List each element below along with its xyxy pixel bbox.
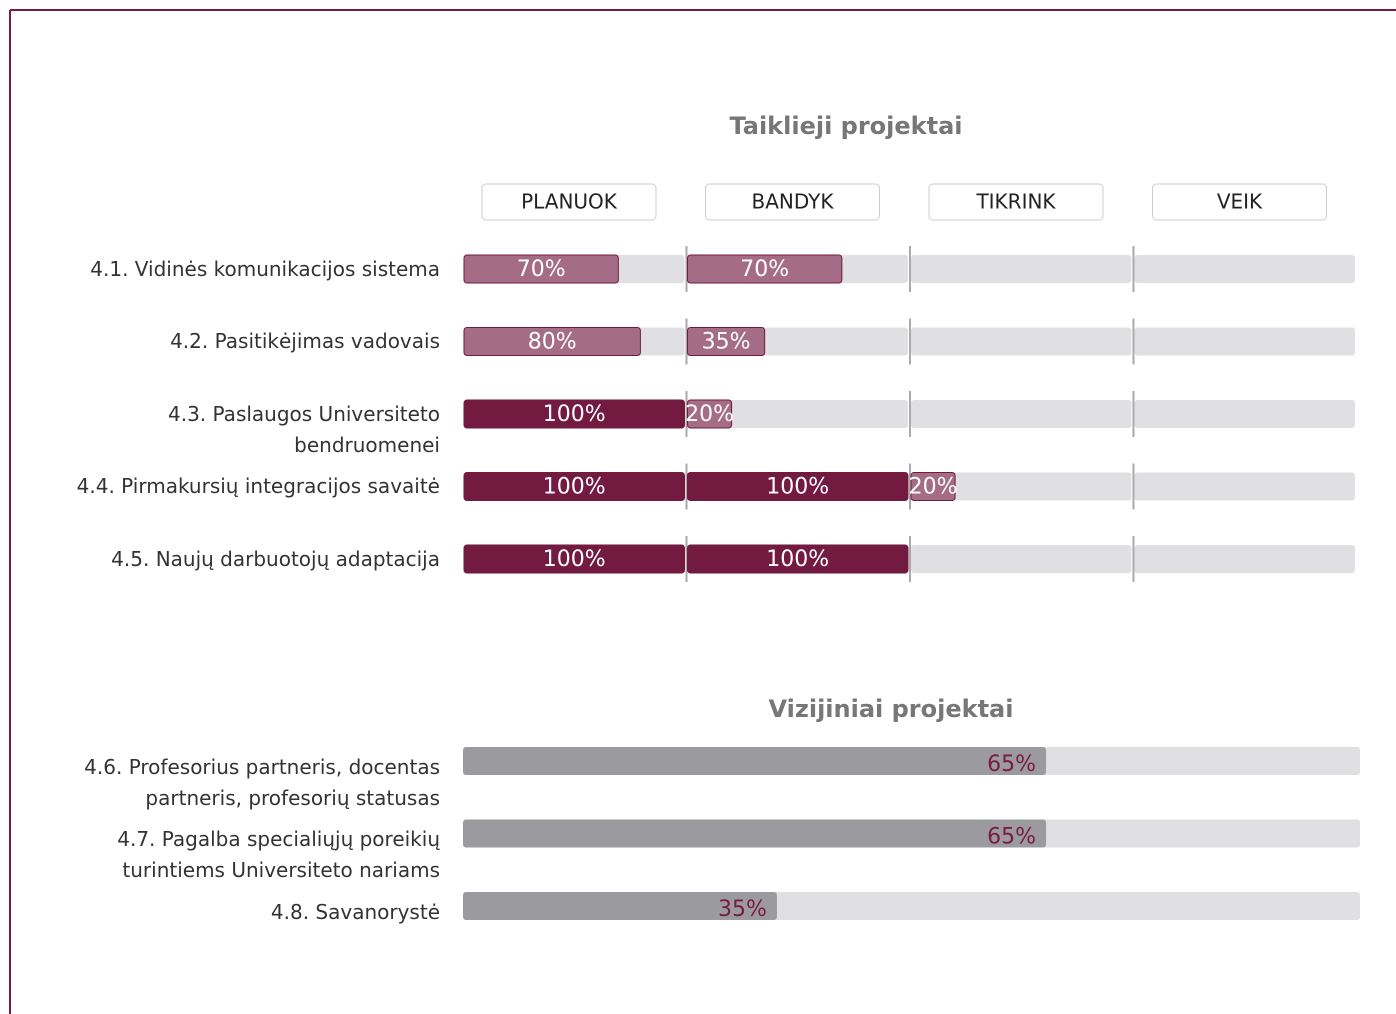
stage-button <box>928 183 1104 221</box>
value-label: 20% <box>909 475 958 500</box>
track <box>1134 327 1355 356</box>
row-label: 4.4. Pirmakursių integracijos savaitė <box>76 474 440 498</box>
stage-button <box>481 183 657 221</box>
track <box>1134 255 1355 283</box>
track <box>911 400 1132 428</box>
progress-bar <box>463 747 1047 775</box>
chart-title: Vizijiniai projektai <box>769 695 1014 723</box>
row-label: 4.8. Savanorystė <box>270 899 440 924</box>
value-label: 65% <box>987 752 1036 777</box>
row-label: 4.3. Paslaugos Universiteto bendruomenei <box>168 401 440 457</box>
value-label: 20% <box>685 402 734 427</box>
track <box>687 400 908 428</box>
progress-bar <box>463 399 685 429</box>
progress-bar <box>910 472 956 501</box>
value-label: 100% <box>543 475 606 500</box>
track <box>911 255 1132 283</box>
progress-bar <box>463 254 619 284</box>
row-label: 4.1. Vidinės komunikacijos sistema <box>90 256 440 281</box>
progress-bar <box>687 327 766 356</box>
track <box>911 327 1132 356</box>
row-label: 4.6. Profesorius partneris, docentas par… <box>84 754 440 810</box>
stage-label: PLANUOK <box>521 190 618 214</box>
value-label: 80% <box>528 330 577 355</box>
value-label: 100% <box>543 402 606 427</box>
value-label: 35% <box>702 330 751 355</box>
track <box>911 545 1132 573</box>
progress-bar <box>463 327 641 356</box>
value-label: 35% <box>718 897 767 922</box>
progress-bar <box>463 819 1047 848</box>
value-label: 70% <box>740 257 789 282</box>
chart-title: Taiklieji projektai <box>729 112 962 140</box>
value-label: 100% <box>543 547 606 572</box>
track <box>1134 400 1355 428</box>
progress-bar <box>463 544 685 574</box>
progress-bar <box>463 892 777 920</box>
value-label: 100% <box>766 475 829 500</box>
stage-label: TIKRINK <box>975 190 1056 214</box>
progress-bar <box>463 472 685 501</box>
value-label: 65% <box>987 825 1036 850</box>
track <box>1134 545 1355 573</box>
progress-bar <box>687 254 843 284</box>
value-label: 70% <box>517 257 566 282</box>
progress-bar <box>687 399 733 429</box>
row-label: 4.2. Pasitikėjimas vadovais <box>170 329 440 353</box>
stage-button <box>1152 183 1327 221</box>
row-label: 4.7. Pagalba specialiųjų poreikių turint… <box>117 827 440 882</box>
track <box>1134 472 1355 501</box>
stage-button <box>705 183 880 221</box>
progress-bar <box>687 472 909 501</box>
stage-label: BANDYK <box>751 190 834 214</box>
value-label: 100% <box>766 547 829 572</box>
track <box>911 472 1132 501</box>
row-label: 4.5. Naujų darbuotojų adaptacija <box>111 546 440 571</box>
stage-label: VEIK <box>1217 190 1263 214</box>
progress-bar <box>687 544 909 574</box>
